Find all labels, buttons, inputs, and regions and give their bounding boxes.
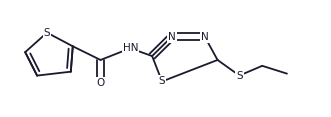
Text: S: S: [159, 76, 166, 86]
Text: N: N: [168, 32, 176, 42]
Text: HN: HN: [122, 43, 138, 53]
Text: O: O: [96, 78, 105, 88]
Text: N: N: [201, 32, 209, 42]
Text: S: S: [44, 28, 50, 38]
Text: S: S: [236, 71, 243, 81]
